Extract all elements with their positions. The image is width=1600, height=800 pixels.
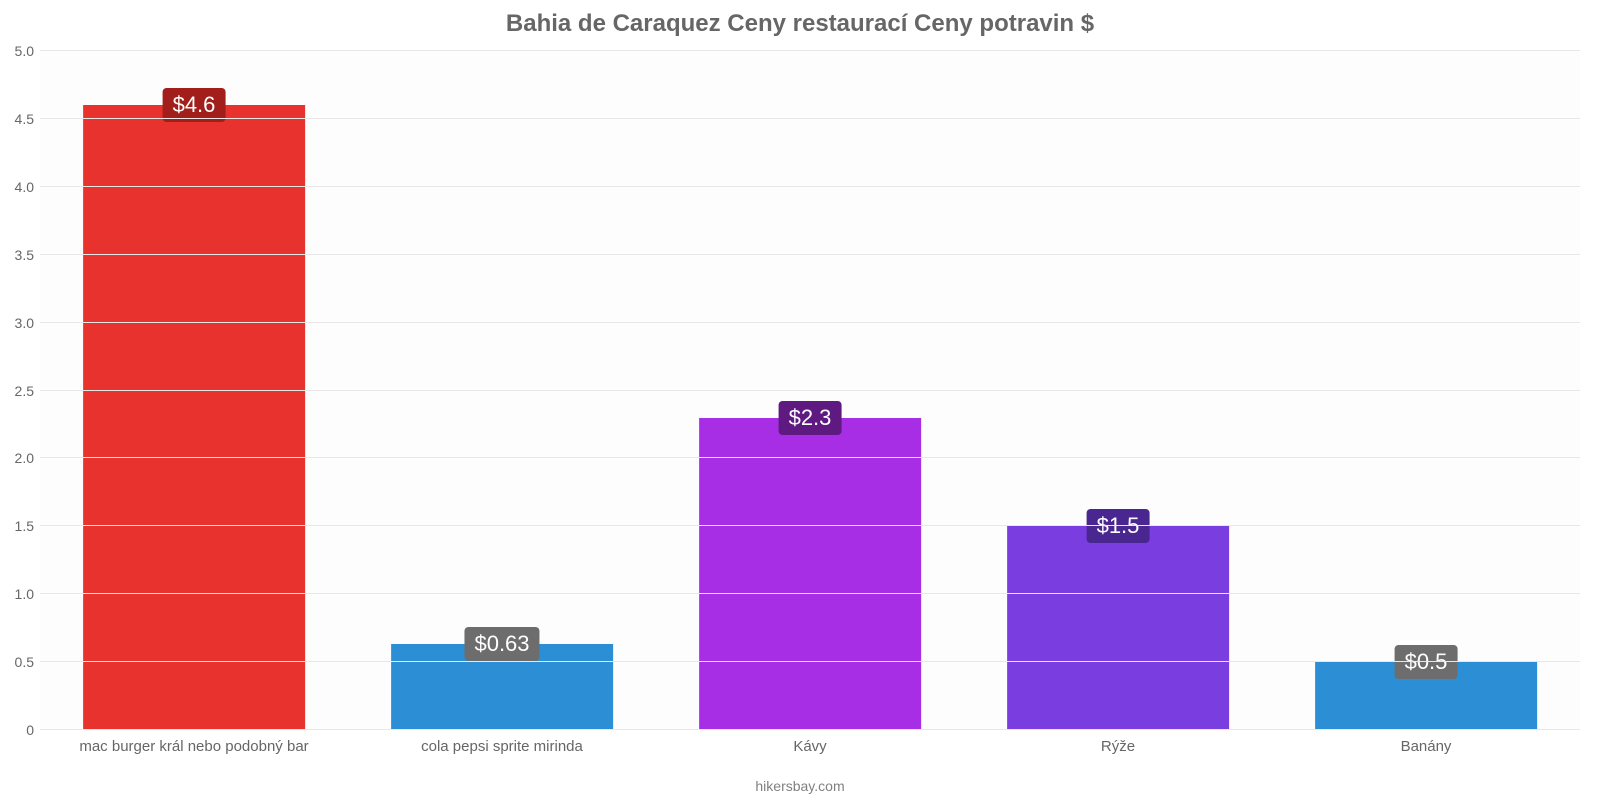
x-axis-label: Rýže — [1101, 730, 1135, 755]
grid-line — [40, 457, 1580, 458]
grid-line — [40, 50, 1580, 51]
bar — [1007, 526, 1229, 730]
y-tick-label: 2.0 — [15, 450, 40, 466]
bar-slot: $1.5Rýže — [964, 51, 1272, 730]
bars-container: $4.6mac burger král nebo podobný bar$0.6… — [40, 51, 1580, 730]
grid-line — [40, 593, 1580, 594]
y-tick-label: 1.0 — [15, 586, 40, 602]
y-tick-label: 3.5 — [15, 247, 40, 263]
y-tick-label: 0 — [26, 722, 40, 738]
x-axis-label: mac burger král nebo podobný bar — [79, 730, 308, 755]
bar-slot: $0.5Banány — [1272, 51, 1580, 730]
grid-line — [40, 390, 1580, 391]
grid-line — [40, 118, 1580, 119]
y-tick-label: 5.0 — [15, 43, 40, 59]
value-badge: $1.5 — [1087, 509, 1150, 543]
x-axis-label: Banány — [1401, 730, 1452, 755]
grid-line — [40, 322, 1580, 323]
bar — [699, 418, 921, 730]
grid-line — [40, 525, 1580, 526]
x-axis-label: cola pepsi sprite mirinda — [421, 730, 583, 755]
grid-line — [40, 186, 1580, 187]
plot-area: $4.6mac burger král nebo podobný bar$0.6… — [40, 50, 1580, 730]
chart-title: Bahia de Caraquez Ceny restaurací Ceny p… — [0, 10, 1600, 38]
attribution-text: hikersbay.com — [0, 778, 1600, 794]
grid-line — [40, 254, 1580, 255]
y-tick-label: 4.5 — [15, 111, 40, 127]
y-tick-label: 1.5 — [15, 518, 40, 534]
y-tick-label: 4.0 — [15, 179, 40, 195]
price-bar-chart: Bahia de Caraquez Ceny restaurací Ceny p… — [0, 0, 1600, 800]
value-badge: $2.3 — [779, 401, 842, 435]
bar — [83, 105, 305, 730]
bar-slot: $4.6mac burger král nebo podobný bar — [40, 51, 348, 730]
y-tick-label: 0.5 — [15, 654, 40, 670]
value-badge: $0.63 — [464, 627, 539, 661]
value-badge: $0.5 — [1395, 645, 1458, 679]
x-axis-label: Kávy — [793, 730, 826, 755]
bar-slot: $2.3Kávy — [656, 51, 964, 730]
y-tick-label: 3.0 — [15, 315, 40, 331]
y-tick-label: 2.5 — [15, 383, 40, 399]
grid-line — [40, 661, 1580, 662]
bar-slot: $0.63cola pepsi sprite mirinda — [348, 51, 656, 730]
grid-line — [40, 729, 1580, 730]
